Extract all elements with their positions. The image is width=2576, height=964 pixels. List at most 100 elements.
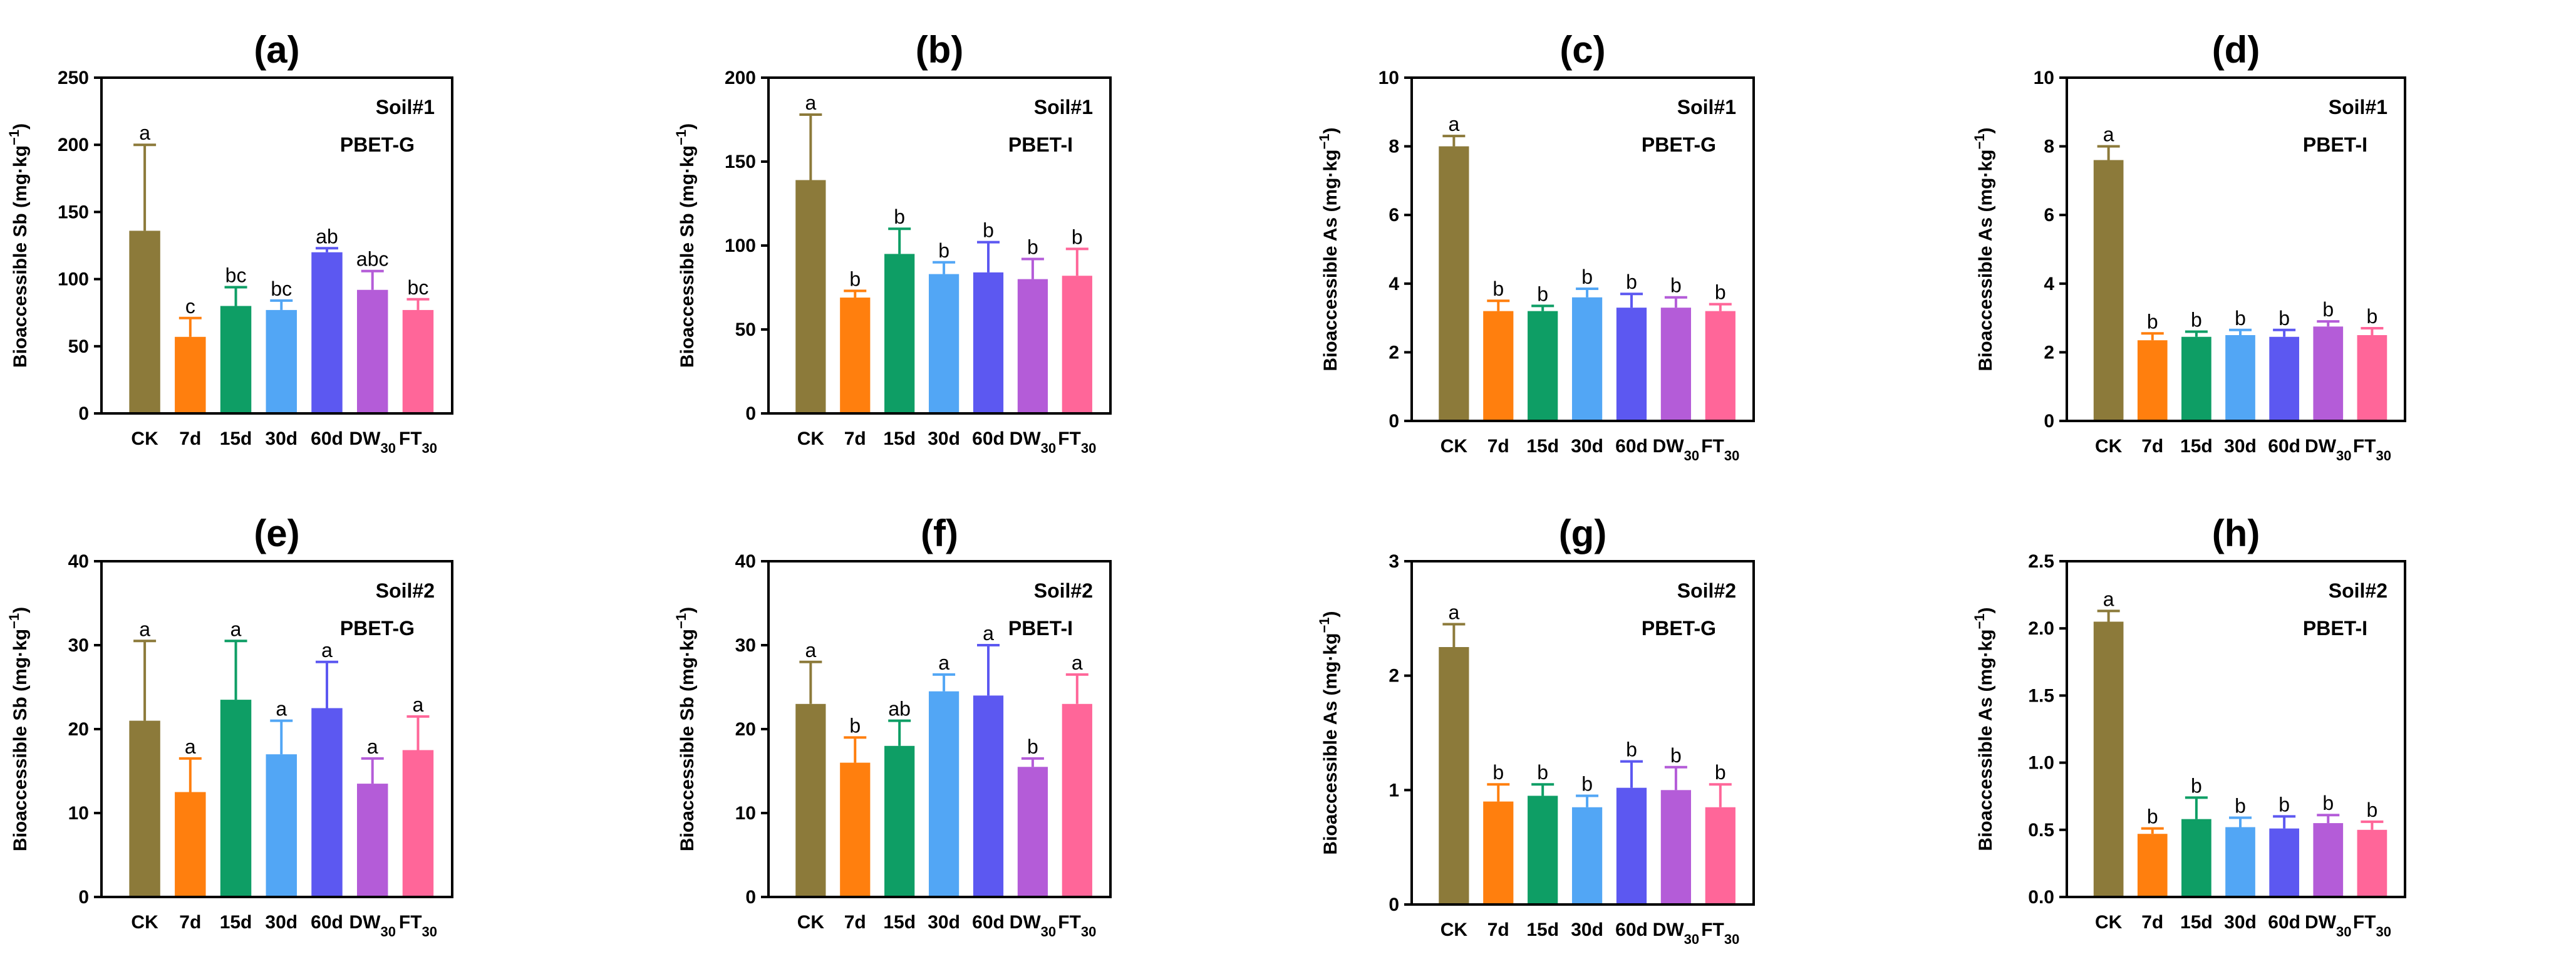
bar-15d xyxy=(1528,311,1558,421)
y-axis-label-end: ) xyxy=(10,123,31,130)
bar-30d xyxy=(2225,827,2255,897)
panel-g: (g) a CK b 7d b 15d b 30d b 60d b DW30 b FT30 0 1 2 3 Bioac… xyxy=(1316,512,1755,947)
x-tick-label: 30d xyxy=(2224,436,2257,457)
bar-7d xyxy=(175,336,206,413)
bar-CK xyxy=(2093,621,2124,897)
significance-letter: b xyxy=(2367,799,2378,821)
bar-CK xyxy=(1439,647,1469,904)
plot-frame xyxy=(767,560,1112,898)
significance-letter: bc xyxy=(225,264,247,286)
y-tick-label: 6 xyxy=(2044,205,2054,225)
bar-60d xyxy=(2269,828,2299,897)
x-tick-label: 15d xyxy=(883,912,916,933)
x-tick-label: DW30 xyxy=(349,912,395,940)
x-tick-label: CK xyxy=(1441,436,1468,457)
x-tick-label: 60d xyxy=(311,912,343,933)
soil-annotation: Soil#1 xyxy=(2329,96,2387,118)
significance-letter: b xyxy=(983,219,994,242)
x-tick-label: 30d xyxy=(928,428,960,449)
x-tick-label: 7d xyxy=(2141,912,2163,933)
x-tick-label: DW30 xyxy=(1653,920,1699,947)
x-tick-label: CK xyxy=(131,912,158,933)
significance-letter: a xyxy=(1448,601,1459,623)
x-tick-label: 7d xyxy=(1487,920,1509,940)
bar-DW30 xyxy=(1017,279,1048,413)
significance-letter: b xyxy=(849,714,861,737)
y-axis-label-superscript: −1 xyxy=(1972,133,1987,149)
significance-letter: ab xyxy=(316,225,338,247)
x-tick-subscript: 30 xyxy=(2336,924,2351,940)
bar-7d xyxy=(175,792,206,897)
bar-FT30 xyxy=(1062,703,1092,897)
significance-letter: b xyxy=(1626,271,1637,293)
panel-e: (e) a CK a 7d a 15d a 30d a 60d a DW30 a FT30 0 10 20 30 40… xyxy=(6,512,453,940)
x-tick-label: 60d xyxy=(2268,436,2300,457)
bar-60d xyxy=(1616,787,1647,904)
significance-letter: b xyxy=(1492,761,1504,784)
x-tick-label: CK xyxy=(131,428,158,449)
significance-letter: abc xyxy=(356,248,389,271)
soil-annotation: Soil#2 xyxy=(376,579,435,602)
significance-letter: bc xyxy=(271,277,292,300)
bar-15d xyxy=(884,254,915,413)
bar-FT30 xyxy=(2357,829,2387,897)
y-tick-label: 1.5 xyxy=(2028,685,2054,706)
significance-letter: a xyxy=(139,122,150,144)
bar-60d xyxy=(311,252,343,413)
y-tick-label: 20 xyxy=(68,719,89,740)
bar-60d xyxy=(973,695,1004,897)
bar-CK xyxy=(129,231,160,413)
method-annotation: PBET-I xyxy=(1008,617,1073,640)
x-tick-label: CK xyxy=(797,912,825,933)
x-tick-label: FT30 xyxy=(1058,428,1096,456)
x-tick-label: 15d xyxy=(883,428,916,449)
significance-letter: a xyxy=(938,651,949,674)
x-tick-subscript: 30 xyxy=(1041,924,1056,940)
significance-letter: b xyxy=(1581,772,1593,795)
bar-7d xyxy=(1483,801,1514,904)
significance-letter: a xyxy=(321,639,333,661)
y-tick-label: 10 xyxy=(735,803,756,824)
x-tick-label: 7d xyxy=(844,912,866,933)
x-tick-label: 15d xyxy=(1526,920,1559,940)
bar-7d xyxy=(2137,340,2168,421)
y-axis-label-end: ) xyxy=(1975,127,1996,133)
x-tick-label: DW30 xyxy=(1010,912,1056,940)
significance-letter: b xyxy=(2367,305,2378,328)
x-tick-label: DW30 xyxy=(2305,912,2351,940)
y-tick-label: 2.0 xyxy=(2028,618,2054,639)
x-tick-subscript: 30 xyxy=(1041,440,1056,456)
y-tick-label: 2 xyxy=(1389,666,1399,687)
x-tick-label: DW30 xyxy=(1010,428,1056,456)
bar-30d xyxy=(928,274,960,413)
significance-letter: a xyxy=(276,698,287,720)
significance-letter: a xyxy=(367,735,378,758)
bar-DW30 xyxy=(1660,790,1692,904)
significance-letter: b xyxy=(894,205,905,228)
bar-30d xyxy=(1571,297,1603,421)
bar-7d xyxy=(1483,311,1514,421)
bar-30d xyxy=(266,309,297,413)
y-axis-label-end: ) xyxy=(1975,607,1996,613)
y-axis-label-superscript: −1 xyxy=(6,130,22,145)
bar-60d xyxy=(973,272,1004,413)
y-tick-label: 3 xyxy=(1389,551,1399,572)
significance-letter: b xyxy=(1537,282,1548,305)
significance-letter: a xyxy=(805,91,816,114)
significance-letter: bc xyxy=(408,276,429,299)
significance-letter: b xyxy=(1072,225,1083,248)
bar-DW30 xyxy=(2313,823,2344,897)
y-tick-label: 40 xyxy=(735,551,756,572)
plot-frame xyxy=(100,560,453,898)
bar-FT30 xyxy=(2357,335,2387,421)
soil-annotation: Soil#2 xyxy=(1034,579,1093,602)
method-annotation: PBET-I xyxy=(2303,617,2367,640)
significance-letter: a xyxy=(1072,651,1083,674)
y-tick-label: 0 xyxy=(1389,894,1399,915)
y-axis-label-end: ) xyxy=(1320,127,1341,133)
bar-FT30 xyxy=(402,750,434,897)
panel-b: (b) a CK b 7d b 15d b 30d b 60d b DW30 b FT30 0 50 100 150… xyxy=(673,29,1112,456)
panel-title: (g) xyxy=(1559,512,1607,554)
x-tick-subscript: 30 xyxy=(1684,448,1699,464)
significance-letter: b xyxy=(2235,795,2246,817)
